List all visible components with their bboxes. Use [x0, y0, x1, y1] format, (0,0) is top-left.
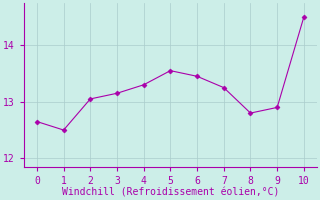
X-axis label: Windchill (Refroidissement éolien,°C): Windchill (Refroidissement éolien,°C)	[62, 187, 279, 197]
